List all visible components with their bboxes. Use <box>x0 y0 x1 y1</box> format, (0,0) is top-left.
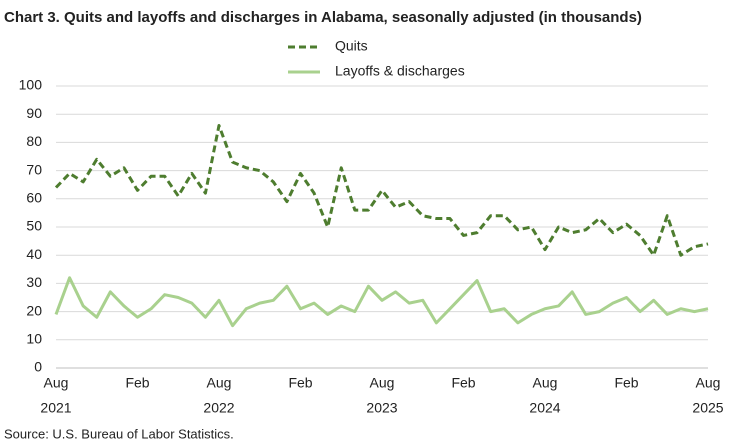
x-tick-label: Aug <box>207 375 232 391</box>
x-tick-label: Aug <box>696 375 721 391</box>
y-tick-label: 100 <box>19 77 43 93</box>
x-year-label: 2023 <box>366 400 397 416</box>
x-year-label: 2025 <box>692 400 723 416</box>
x-year-label: 2021 <box>40 400 71 416</box>
series-line <box>54 123 709 257</box>
y-tick-label: 20 <box>26 302 42 318</box>
series-line <box>54 276 709 328</box>
y-tick-label: 60 <box>26 190 42 206</box>
x-tick-label: Feb <box>451 375 475 391</box>
x-tick-label: Aug <box>44 375 69 391</box>
chart-title: Chart 3. Quits and layoffs and discharge… <box>4 9 642 26</box>
x-year-label: 2024 <box>529 400 560 416</box>
y-tick-label: 90 <box>26 105 42 121</box>
x-tick-label: Feb <box>614 375 638 391</box>
legend-label: Quits <box>335 38 368 54</box>
y-tick-label: 10 <box>26 331 42 347</box>
y-tick-label: 80 <box>26 133 42 149</box>
x-tick-label: Feb <box>288 375 312 391</box>
source-note: Source: U.S. Bureau of Labor Statistics. <box>4 426 234 441</box>
y-tick-label: 0 <box>34 359 42 375</box>
y-tick-label: 40 <box>26 246 42 262</box>
y-tick-label: 30 <box>26 274 42 290</box>
x-tick-label: Aug <box>370 375 395 391</box>
y-tick-label: 50 <box>26 218 42 234</box>
x-tick-label: Feb <box>125 375 149 391</box>
x-year-label: 2022 <box>203 400 234 416</box>
x-tick-label: Aug <box>533 375 558 391</box>
y-tick-label: 70 <box>26 161 42 177</box>
legend-label: Layoffs & discharges <box>335 63 465 79</box>
